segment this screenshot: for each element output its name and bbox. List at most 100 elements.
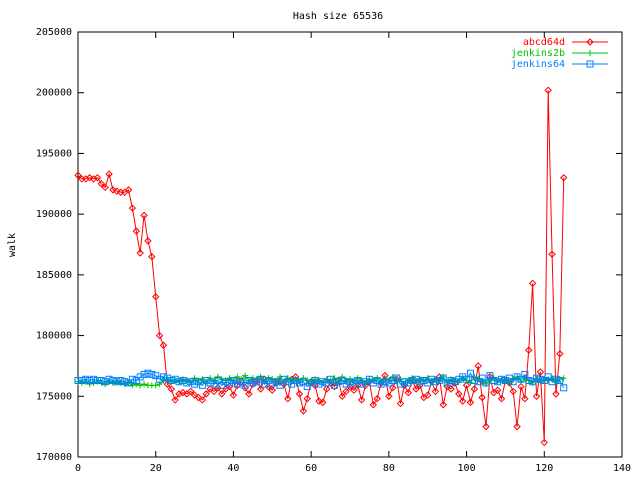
point xyxy=(148,370,156,378)
point xyxy=(544,86,552,94)
point xyxy=(497,395,506,403)
point xyxy=(129,382,136,389)
point xyxy=(268,379,276,387)
point xyxy=(458,397,467,405)
point xyxy=(97,377,105,384)
point xyxy=(109,186,117,194)
point xyxy=(137,382,144,389)
point xyxy=(132,227,140,235)
point xyxy=(315,377,322,384)
point xyxy=(211,377,217,384)
point xyxy=(191,380,199,388)
point xyxy=(556,377,564,384)
point xyxy=(214,377,222,384)
point xyxy=(152,382,159,389)
point xyxy=(171,396,179,404)
point xyxy=(339,373,346,380)
point xyxy=(486,372,494,380)
point xyxy=(545,377,552,384)
point xyxy=(93,174,102,182)
point xyxy=(416,378,424,386)
point xyxy=(237,378,245,386)
point xyxy=(412,375,420,383)
point xyxy=(268,386,276,394)
point xyxy=(470,377,478,384)
point xyxy=(501,377,509,384)
point xyxy=(136,373,144,381)
point xyxy=(241,384,249,392)
point xyxy=(455,390,463,398)
point xyxy=(295,379,303,387)
plot-border xyxy=(77,31,623,458)
point xyxy=(393,374,401,382)
point xyxy=(152,372,160,380)
point xyxy=(536,368,545,376)
point xyxy=(109,377,117,384)
point xyxy=(241,381,249,389)
point xyxy=(420,377,428,384)
point xyxy=(171,375,179,383)
point xyxy=(466,398,475,407)
point xyxy=(179,388,187,397)
point xyxy=(358,377,365,384)
point xyxy=(292,377,300,384)
point xyxy=(311,381,319,390)
point xyxy=(86,381,93,388)
point xyxy=(140,370,148,378)
point xyxy=(478,393,486,402)
y-tick-label: 205000 xyxy=(36,27,72,38)
point xyxy=(549,375,556,382)
point xyxy=(385,379,393,387)
point xyxy=(101,378,109,386)
x-tick-label: 20 xyxy=(150,463,162,474)
point xyxy=(532,392,541,400)
point xyxy=(334,378,342,386)
point xyxy=(198,396,207,404)
legend-marker xyxy=(586,38,594,46)
point xyxy=(319,378,327,386)
point xyxy=(74,377,82,384)
point xyxy=(105,375,113,383)
point xyxy=(544,373,552,381)
point xyxy=(295,390,304,398)
x-tick-label: 120 xyxy=(535,463,553,474)
point xyxy=(424,391,432,399)
point xyxy=(86,377,94,384)
point xyxy=(462,381,471,390)
point xyxy=(548,378,556,386)
point xyxy=(369,379,377,387)
point xyxy=(264,377,272,384)
y-tick-label: 190000 xyxy=(36,209,72,220)
y-tick-label: 175000 xyxy=(36,391,72,402)
point xyxy=(140,211,148,220)
point xyxy=(482,422,490,431)
point xyxy=(90,379,97,386)
point xyxy=(128,375,136,383)
point xyxy=(474,362,482,370)
point xyxy=(358,380,366,388)
point xyxy=(113,187,121,195)
point xyxy=(552,390,560,398)
point xyxy=(121,378,129,386)
point xyxy=(513,422,521,431)
point xyxy=(428,375,436,383)
point xyxy=(256,385,265,393)
point xyxy=(447,385,455,393)
point xyxy=(242,372,249,379)
point xyxy=(482,379,490,387)
point xyxy=(424,379,432,387)
point xyxy=(303,383,311,391)
point xyxy=(513,373,521,381)
point xyxy=(133,381,140,388)
point xyxy=(284,395,292,403)
point xyxy=(381,378,389,386)
point xyxy=(412,385,420,393)
point xyxy=(431,378,439,386)
legend-label: jenkins64 xyxy=(511,59,565,70)
point xyxy=(369,401,378,409)
point xyxy=(229,377,237,384)
point xyxy=(408,377,416,384)
point xyxy=(199,376,206,383)
point xyxy=(365,375,373,383)
point xyxy=(144,369,152,377)
